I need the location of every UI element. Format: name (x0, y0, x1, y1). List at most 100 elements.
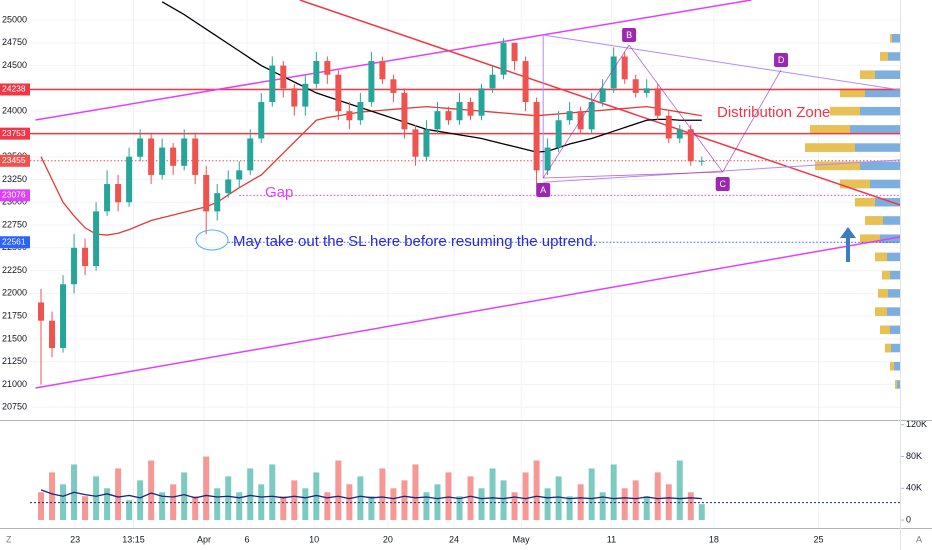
candle-body (478, 88, 485, 116)
x-tick-label: 10 (309, 534, 319, 544)
y-tick-label: 22750 (2, 219, 27, 229)
profile-total (855, 198, 900, 207)
candle-body (181, 138, 188, 166)
candle-body (676, 129, 683, 139)
pattern-point (622, 28, 637, 43)
pattern-label: D (778, 55, 785, 65)
volume-bar (38, 492, 45, 521)
candle-body (335, 74, 342, 112)
y-tick-label: 21000 (2, 379, 27, 389)
candle-body (654, 88, 661, 116)
candle-body (49, 320, 56, 349)
level-box (0, 154, 30, 167)
candle-body (82, 247, 89, 267)
trend-line (543, 34, 900, 91)
pattern-line (722, 69, 782, 173)
volume-bar (302, 488, 309, 521)
candle-body (687, 129, 694, 162)
candle-body (126, 156, 133, 203)
y-tick-label: 24500 (2, 60, 27, 70)
volume-bar (478, 488, 485, 521)
pattern-label: A (540, 185, 546, 195)
candle-body (544, 147, 551, 171)
x-tick-label: 20 (383, 534, 393, 544)
volume-bar (126, 500, 133, 521)
y-tick-label: 21750 (2, 311, 27, 321)
pattern-label: B (626, 30, 632, 40)
candle-body (533, 102, 540, 171)
candle-body (291, 88, 298, 107)
level-box (0, 127, 30, 140)
volume-bar (313, 472, 320, 521)
y-tick-label: 20750 (2, 402, 27, 412)
volume-bar (500, 480, 507, 521)
candle-body (434, 111, 441, 130)
candle-body (522, 61, 529, 103)
pattern-line (543, 171, 723, 179)
candle-body (71, 247, 78, 285)
volume-bar (577, 484, 584, 521)
profile-sell (875, 307, 887, 316)
profile-sell (865, 216, 883, 225)
volume-bar (434, 484, 441, 521)
volume-bar (390, 488, 397, 521)
x-tick-label: May (513, 534, 531, 544)
volume-bar (643, 496, 650, 521)
profile-total (810, 125, 900, 134)
candle-body (225, 179, 232, 194)
y-tick-label: 21500 (2, 333, 27, 343)
candle-body (390, 79, 397, 93)
x-tick-label: 13:15 (122, 534, 145, 544)
volume-bar (566, 496, 573, 521)
volume-bar (423, 492, 430, 521)
volume-bar (280, 496, 287, 521)
y-tick-label: 25000 (2, 14, 27, 24)
x-tick-label: Apr (197, 534, 211, 544)
candle-body (423, 129, 430, 157)
volume-bar (610, 464, 617, 521)
candle-body (159, 147, 166, 175)
x-tick-label: 25 (813, 534, 823, 544)
candle-body (632, 79, 639, 93)
trend-line (299, 0, 900, 206)
profile-sell (860, 70, 875, 79)
volume-bar (368, 496, 375, 521)
candle-body (588, 102, 595, 130)
candle-body (313, 61, 320, 84)
volume-bar (335, 460, 342, 521)
volume-bar (467, 476, 474, 521)
volume-bar (203, 456, 210, 521)
candle-body (137, 138, 144, 157)
y-tick-label: 22000 (2, 288, 27, 298)
level-box (0, 189, 30, 202)
volume-bar (236, 492, 243, 521)
candle-body (456, 102, 463, 121)
profile-total (880, 52, 900, 61)
up-arrow (840, 227, 856, 262)
profile-sell (895, 380, 897, 389)
pattern-label: C (719, 179, 726, 189)
candle-body (698, 160, 705, 162)
candle-body (302, 83, 309, 107)
volume-bar (412, 464, 419, 521)
profile-total (878, 289, 900, 298)
candle-body (610, 56, 617, 89)
candle-body (170, 147, 177, 166)
volume-tick-label: 80K (906, 451, 922, 461)
volume-bar (632, 480, 639, 521)
volume-bar (291, 480, 298, 521)
candle-body (258, 102, 265, 139)
volume-bar (192, 496, 199, 521)
candle-body (93, 211, 100, 267)
profile-total (890, 34, 900, 43)
x-tick-label: 11 (607, 534, 616, 544)
y-tick-label: 21250 (2, 356, 27, 366)
zone-label: Distribution Zone (717, 104, 830, 121)
candle-body (467, 102, 474, 116)
profile-sell (890, 361, 894, 371)
volume-bar (555, 476, 562, 521)
x-tick-label: 24 (449, 534, 459, 544)
profile-sell (810, 125, 850, 134)
volume-bar (82, 496, 89, 521)
level-box (0, 83, 30, 96)
